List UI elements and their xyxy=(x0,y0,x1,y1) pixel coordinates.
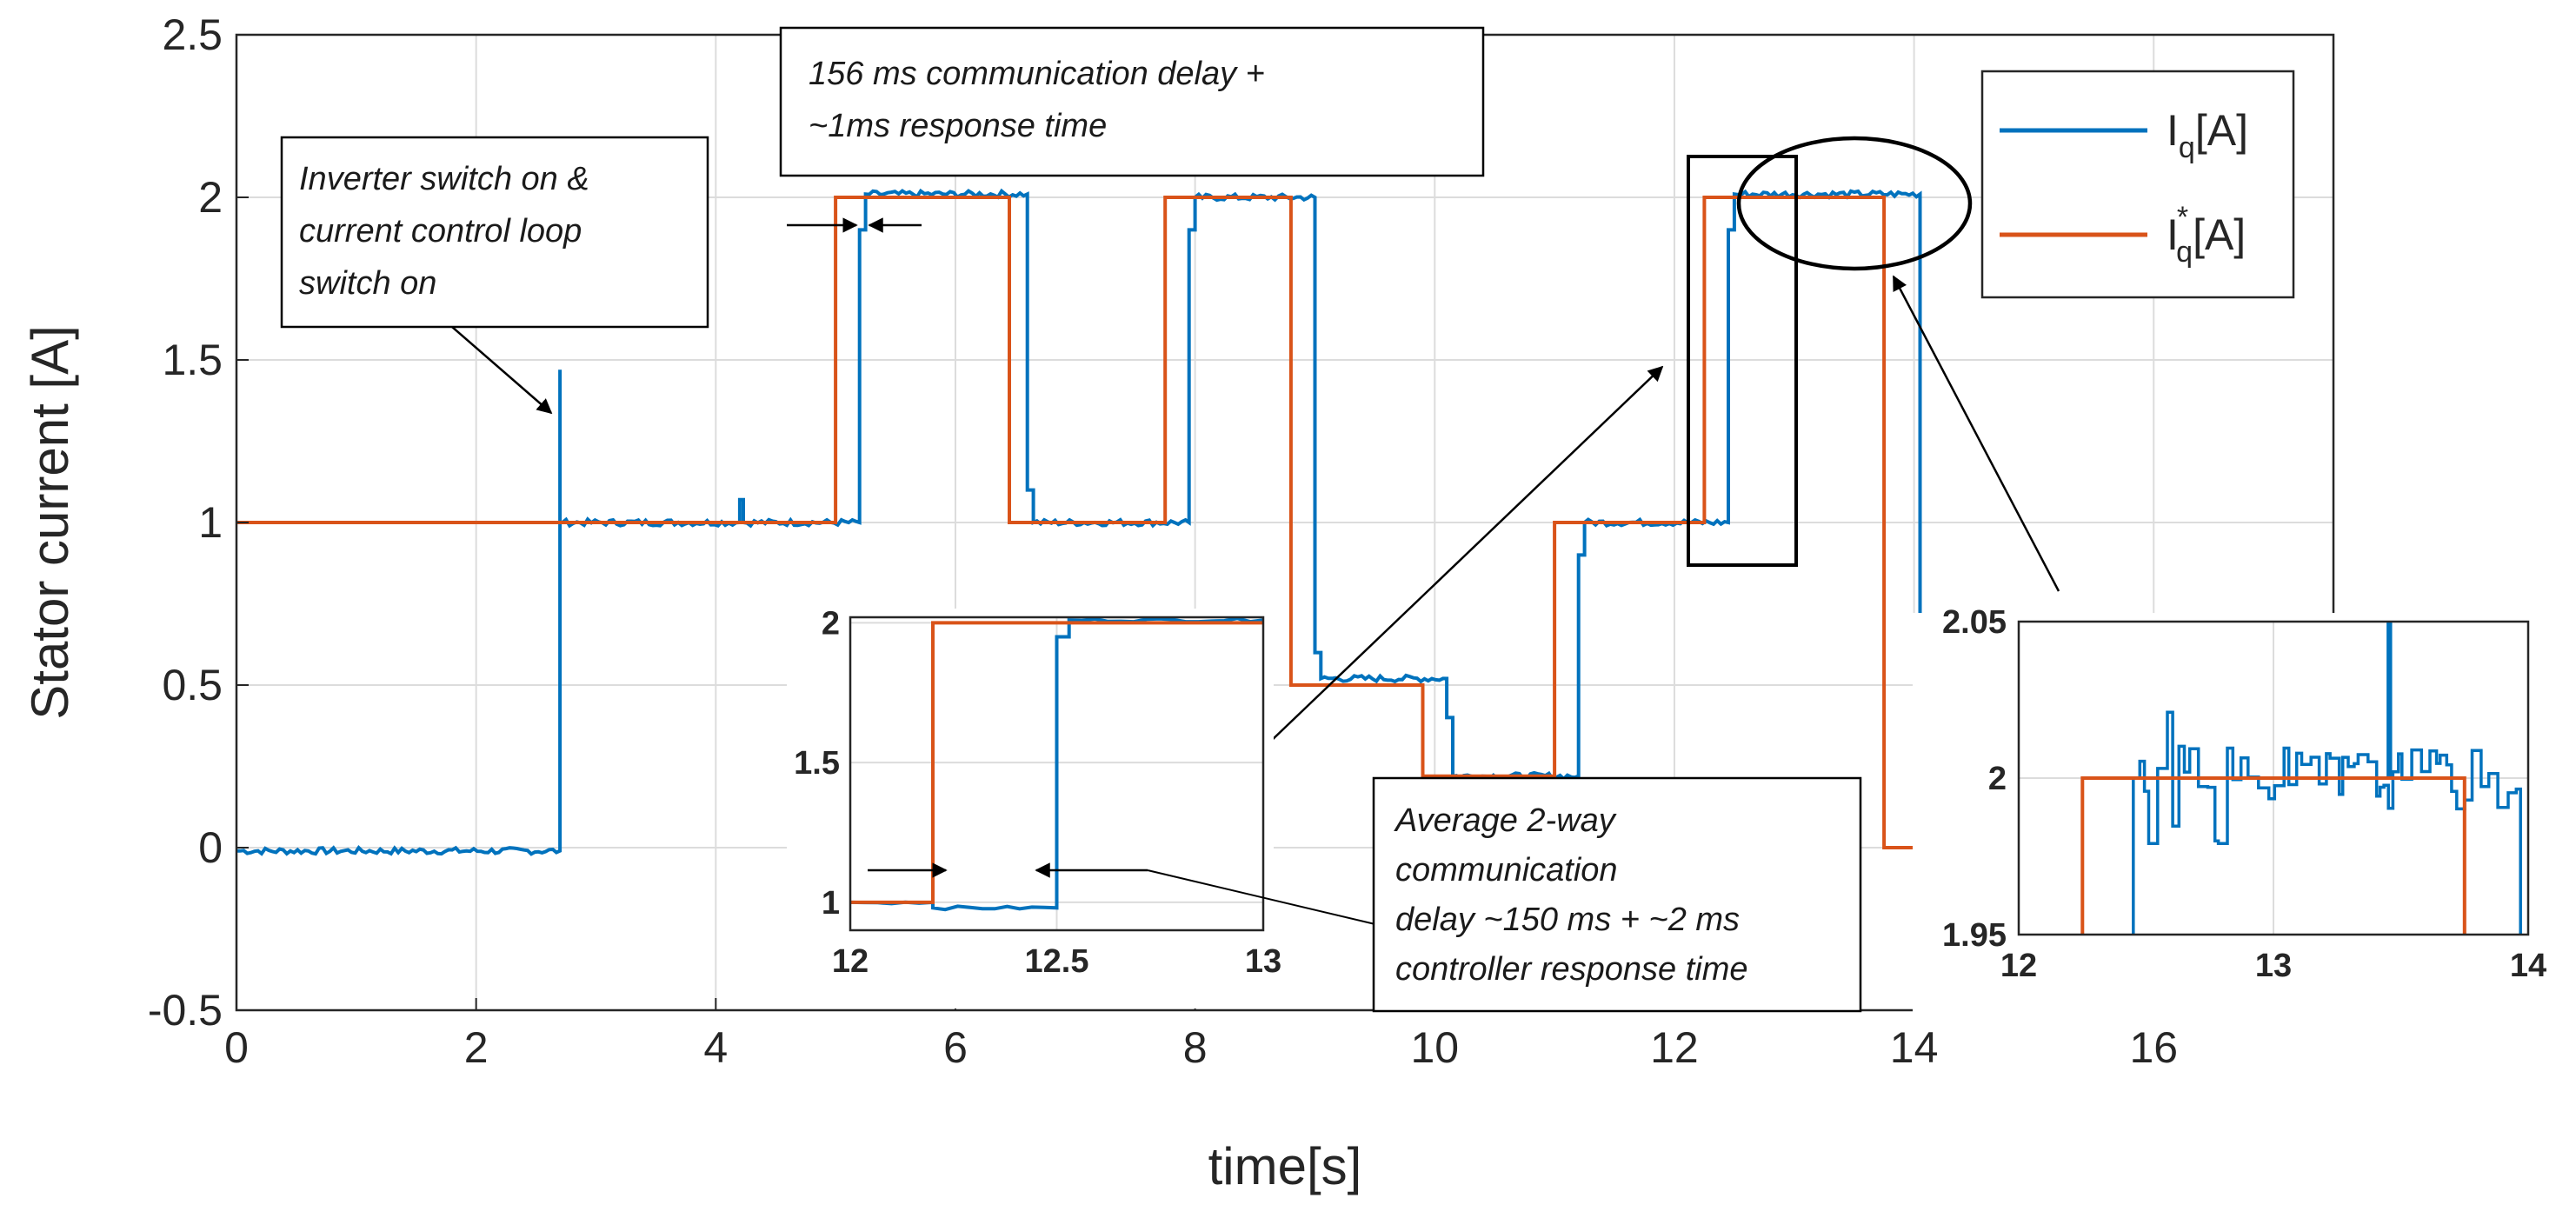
x-tick-label-14: 14 xyxy=(1890,1023,1939,1072)
inset1-y-tick-2: 2 xyxy=(822,605,840,642)
inset1-line-iq-ref xyxy=(850,621,1263,904)
inset2-line-iq xyxy=(2132,710,2522,935)
inset2-x-tick-14: 14 xyxy=(2510,948,2546,984)
inset2-x-tick-13: 13 xyxy=(2255,948,2292,984)
y-axis-label: Stator current [A] xyxy=(21,325,79,720)
series-line-iq xyxy=(236,188,1928,856)
y-tick-label-1.5: 1.5 xyxy=(162,336,223,384)
inset-zoom-step: 12 12.5 13 2 1.5 1 xyxy=(787,605,1281,1008)
inset1-y-tick-1: 1 xyxy=(822,885,840,922)
inset1-x-tick-12.5: 12.5 xyxy=(1025,943,1089,980)
x-axis-ticks: 0 2 4 6 8 10 12 14 16 xyxy=(224,998,2178,1072)
inset-zoom-ripple: 12 13 14 2.05 2 1.95 xyxy=(1913,604,2546,1022)
x-tick-label-10: 10 xyxy=(1410,1023,1459,1072)
svg-text:current control loop: current control loop xyxy=(299,213,582,250)
annotation-delay-top: 156 ms communication delay + ~1ms respon… xyxy=(779,26,1485,177)
inset2-y-tick-2: 2 xyxy=(1988,761,2007,797)
inset2-y-tick-1.95: 1.95 xyxy=(1942,917,2007,954)
y-tick-label-1: 1 xyxy=(198,498,223,547)
inset2-line-iq-ref xyxy=(2080,776,2466,935)
legend: Iq[A] I* q[A] xyxy=(1980,70,2295,299)
x-tick-label-16: 16 xyxy=(2129,1023,2178,1072)
svg-text:controller response time: controller response time xyxy=(1395,951,1748,988)
y-tick-label-2.5: 2.5 xyxy=(162,10,223,59)
x-tick-label-2: 2 xyxy=(464,1023,489,1072)
x-tick-label-4: 4 xyxy=(703,1023,728,1072)
zoom-highlight-ellipse xyxy=(1736,136,1973,271)
y-tick-label--0.5: -0.5 xyxy=(148,986,223,1035)
x-tick-label-0: 0 xyxy=(224,1023,249,1072)
svg-text:156 ms communication delay +: 156 ms communication delay + xyxy=(809,56,1265,92)
inset1-y-tick-1.5: 1.5 xyxy=(794,745,840,782)
arrow-inset1-to-box xyxy=(1267,365,1664,745)
series-line-iq-ref xyxy=(236,196,1974,849)
inset1-delay-pointer xyxy=(1147,869,1383,927)
y-tick-label-2: 2 xyxy=(198,173,223,222)
inset2-spike-iq xyxy=(2386,622,2393,778)
inset1-x-tick-12: 12 xyxy=(832,943,869,980)
svg-text:~1ms response time: ~1ms response time xyxy=(809,108,1107,144)
inset2-x-tick-12: 12 xyxy=(2000,948,2037,984)
svg-text:Inverter switch on &: Inverter switch on & xyxy=(299,161,589,197)
inset2-y-tick-2.05: 2.05 xyxy=(1942,604,2007,641)
legend-label-iq-ref: I* q[A] xyxy=(2167,201,2246,269)
x-tick-label-12: 12 xyxy=(1650,1023,1699,1072)
x-tick-label-6: 6 xyxy=(943,1023,968,1072)
y-axis-ticks: 2.5 2 1.5 1 0.5 0 -0.5 xyxy=(148,10,249,1035)
svg-text:delay ~150 ms + ~2 ms: delay ~150 ms + ~2 ms xyxy=(1395,902,1740,938)
arrow-inset2-to-ellipse xyxy=(1892,275,2060,592)
svg-text:Average 2-way: Average 2-way xyxy=(1394,802,1617,839)
annotation-switch-on: Inverter switch on & current control loo… xyxy=(280,136,709,329)
legend-label-iq: Iq[A] xyxy=(2167,106,2248,164)
x-axis-label: time[s] xyxy=(1208,1137,1362,1195)
x-tick-label-8: 8 xyxy=(1183,1023,1208,1072)
arrow-switch-on xyxy=(451,326,553,415)
zoom-highlight-box xyxy=(1687,155,1798,567)
y-tick-label-0.5: 0.5 xyxy=(162,661,223,709)
inset1-x-tick-13: 13 xyxy=(1245,943,1281,980)
y-tick-label-0: 0 xyxy=(198,823,223,872)
svg-text:switch on: switch on xyxy=(299,265,436,302)
annotation-delay-average: Average 2-way communication delay ~150 m… xyxy=(1372,776,1862,1013)
svg-text:communication: communication xyxy=(1395,852,1618,889)
main-plot-lines xyxy=(236,188,1974,856)
